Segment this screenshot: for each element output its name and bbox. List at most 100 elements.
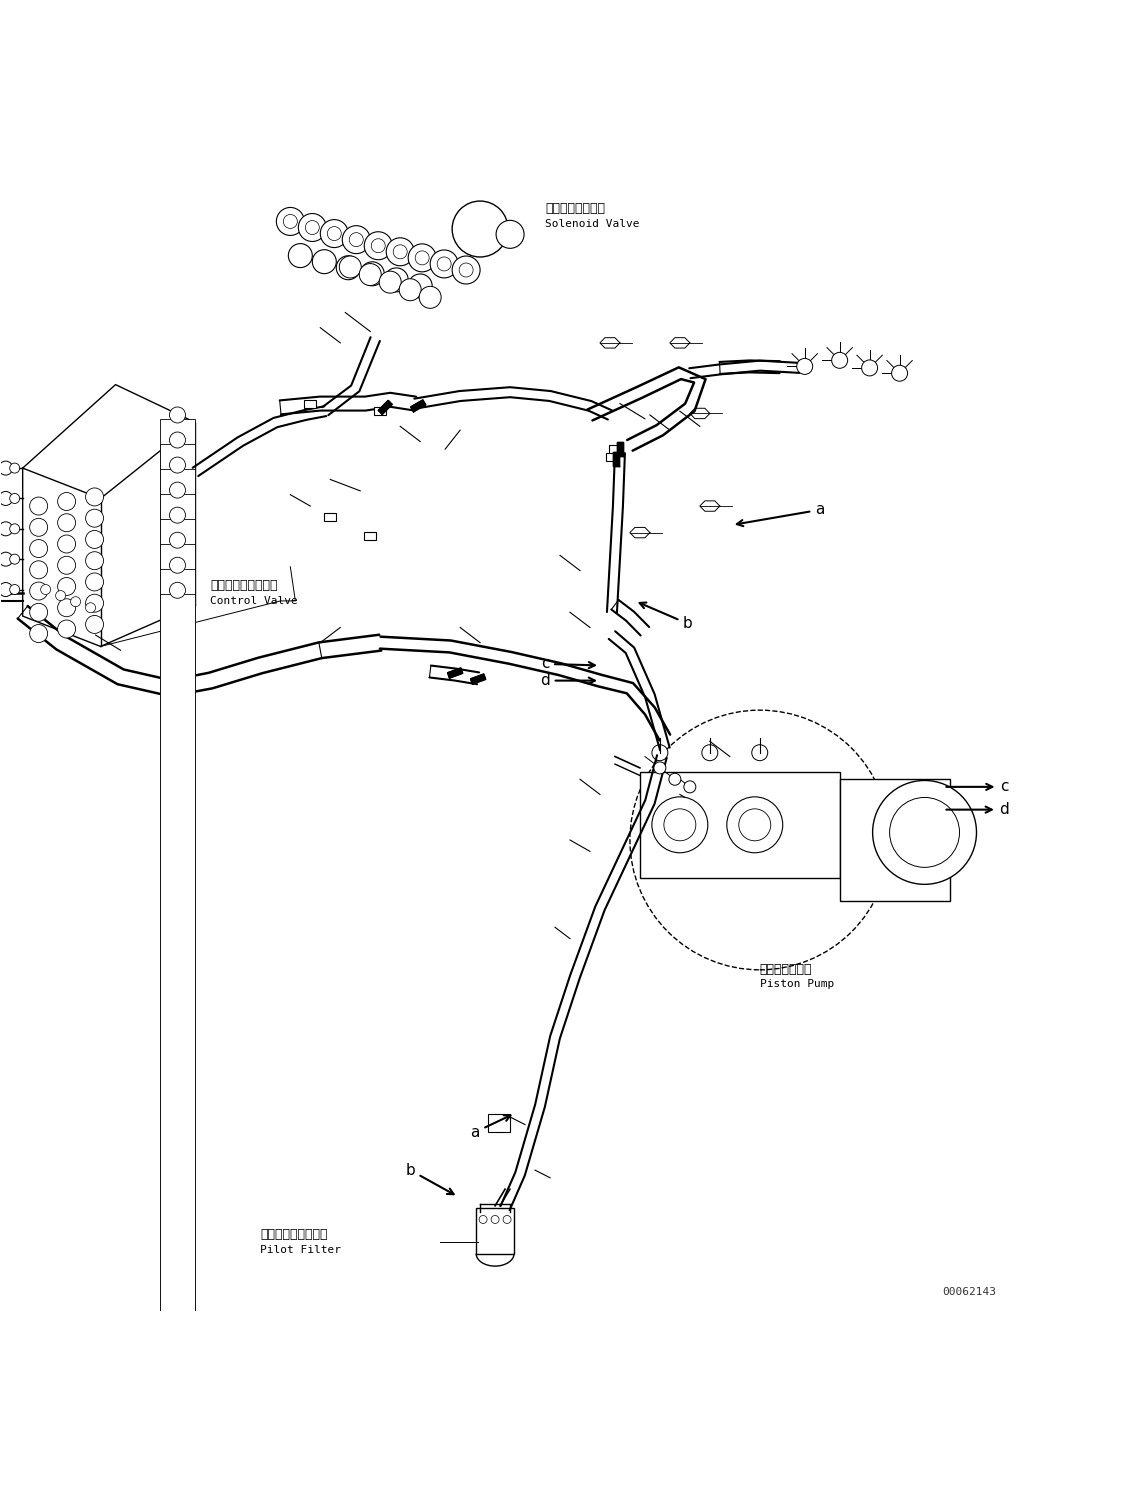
Circle shape bbox=[437, 256, 451, 271]
Circle shape bbox=[0, 522, 12, 535]
Text: ピストンポンプ: ピストンポンプ bbox=[760, 963, 812, 975]
Circle shape bbox=[170, 583, 186, 598]
Circle shape bbox=[10, 555, 19, 564]
Circle shape bbox=[889, 798, 960, 868]
Polygon shape bbox=[470, 674, 486, 684]
Circle shape bbox=[86, 488, 103, 505]
Bar bbox=[305, 400, 316, 407]
Circle shape bbox=[10, 494, 19, 504]
Circle shape bbox=[58, 556, 76, 574]
Circle shape bbox=[298, 213, 326, 242]
Circle shape bbox=[630, 710, 889, 969]
Circle shape bbox=[360, 262, 384, 286]
Circle shape bbox=[892, 365, 908, 382]
Circle shape bbox=[651, 744, 667, 760]
Circle shape bbox=[452, 201, 508, 256]
Text: コントロールバルブ: コントロールバルブ bbox=[211, 579, 278, 592]
Bar bbox=[324, 513, 337, 522]
Text: b: b bbox=[406, 1163, 453, 1194]
Circle shape bbox=[452, 256, 480, 283]
Circle shape bbox=[170, 407, 186, 423]
Circle shape bbox=[305, 221, 320, 234]
Circle shape bbox=[86, 602, 95, 613]
Circle shape bbox=[58, 599, 76, 617]
Circle shape bbox=[288, 243, 313, 267]
Circle shape bbox=[58, 514, 76, 532]
Bar bbox=[608, 446, 621, 453]
Text: a: a bbox=[736, 502, 825, 526]
Circle shape bbox=[170, 558, 186, 573]
Circle shape bbox=[408, 274, 432, 298]
Circle shape bbox=[170, 532, 186, 549]
Circle shape bbox=[29, 540, 48, 558]
Circle shape bbox=[491, 1215, 499, 1224]
Circle shape bbox=[796, 358, 812, 374]
Bar bbox=[606, 453, 617, 461]
Circle shape bbox=[664, 808, 696, 841]
Circle shape bbox=[29, 625, 48, 643]
Circle shape bbox=[0, 583, 12, 596]
Bar bbox=[640, 772, 840, 878]
Circle shape bbox=[170, 458, 186, 473]
Circle shape bbox=[349, 233, 364, 246]
Circle shape bbox=[384, 268, 408, 292]
Circle shape bbox=[496, 221, 525, 249]
Circle shape bbox=[10, 584, 19, 595]
Circle shape bbox=[342, 225, 370, 253]
Bar bbox=[161, 419, 196, 1491]
Circle shape bbox=[359, 264, 381, 286]
Circle shape bbox=[752, 744, 768, 760]
Circle shape bbox=[408, 245, 436, 271]
Circle shape bbox=[372, 239, 385, 252]
Circle shape bbox=[872, 780, 977, 884]
Circle shape bbox=[337, 256, 360, 280]
Bar bbox=[161, 593, 196, 1491]
Circle shape bbox=[283, 215, 297, 228]
Circle shape bbox=[0, 552, 12, 567]
Circle shape bbox=[399, 279, 421, 301]
Circle shape bbox=[86, 552, 103, 570]
Circle shape bbox=[276, 207, 305, 236]
Circle shape bbox=[861, 359, 878, 376]
Circle shape bbox=[10, 464, 19, 473]
Circle shape bbox=[29, 519, 48, 537]
Circle shape bbox=[479, 1215, 487, 1224]
Circle shape bbox=[459, 262, 474, 277]
Text: d: d bbox=[540, 672, 595, 689]
Bar bbox=[161, 494, 196, 1491]
Circle shape bbox=[832, 352, 847, 368]
Text: Piston Pump: Piston Pump bbox=[760, 980, 834, 989]
Bar bbox=[840, 780, 949, 901]
Circle shape bbox=[170, 432, 186, 447]
Circle shape bbox=[86, 573, 103, 590]
Circle shape bbox=[701, 744, 718, 760]
Circle shape bbox=[419, 286, 441, 309]
Circle shape bbox=[29, 561, 48, 579]
Bar bbox=[161, 570, 196, 1491]
Circle shape bbox=[654, 762, 666, 774]
Text: Control Valve: Control Valve bbox=[211, 596, 298, 605]
Bar bbox=[161, 519, 196, 1491]
Text: パイロットフィルタ: パイロットフィルタ bbox=[261, 1229, 327, 1241]
Text: Pilot Filter: Pilot Filter bbox=[261, 1245, 341, 1255]
Bar bbox=[161, 468, 196, 1491]
Circle shape bbox=[70, 596, 80, 607]
Circle shape bbox=[86, 510, 103, 528]
Circle shape bbox=[684, 781, 696, 793]
Circle shape bbox=[668, 774, 681, 786]
Text: d: d bbox=[946, 802, 1010, 817]
Circle shape bbox=[313, 249, 337, 274]
Bar bbox=[161, 544, 196, 1491]
Text: Solenoid Valve: Solenoid Valve bbox=[545, 219, 639, 228]
Text: c: c bbox=[946, 780, 1008, 795]
Circle shape bbox=[380, 271, 401, 294]
Polygon shape bbox=[411, 400, 426, 412]
Circle shape bbox=[327, 227, 341, 240]
Circle shape bbox=[86, 595, 103, 613]
Circle shape bbox=[339, 256, 361, 277]
Circle shape bbox=[56, 590, 66, 601]
Bar bbox=[374, 407, 386, 414]
Polygon shape bbox=[448, 668, 462, 678]
Circle shape bbox=[651, 796, 708, 853]
Circle shape bbox=[386, 237, 415, 265]
